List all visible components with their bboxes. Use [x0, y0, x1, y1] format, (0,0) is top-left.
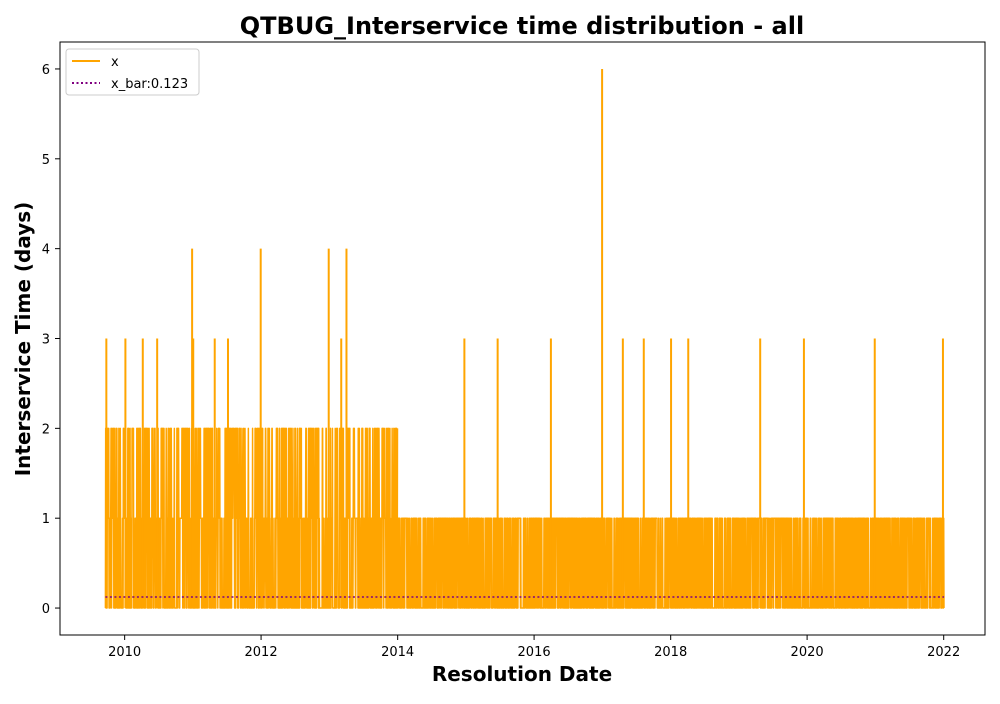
legend-label-x: x: [111, 55, 119, 70]
x-tick-label: 2016: [518, 645, 551, 660]
x-axis: 2010 2012 2014 2016 2018 2020 2022: [108, 635, 960, 660]
x-tick-label: 2020: [791, 645, 824, 660]
y-axis-label: Interservice Time (days): [11, 202, 35, 477]
y-tick-label: 5: [42, 153, 50, 168]
chart-title: QTBUG_Interservice time distribution - a…: [240, 12, 804, 40]
y-tick-label: 3: [42, 333, 50, 348]
y-tick-label: 0: [42, 602, 50, 617]
x-tick-label: 2014: [381, 645, 414, 660]
x-axis-label: Resolution Date: [432, 662, 612, 686]
x-tick-label: 2018: [654, 645, 687, 660]
plot-area: [104, 68, 945, 609]
y-tick-label: 4: [42, 243, 50, 258]
x-tick-label: 2012: [245, 645, 278, 660]
x-tick-label: 2022: [927, 645, 960, 660]
series-x-line: [104, 427, 945, 609]
y-tick-label: 2: [42, 422, 50, 437]
legend-label-x-bar: x_bar:0.123: [111, 77, 188, 92]
y-tick-label: 6: [42, 63, 50, 78]
y-axis: 0 1 2 3 4 5 6: [42, 63, 60, 617]
legend: x x_bar:0.123: [65, 48, 200, 96]
x-tick-label: 2010: [108, 645, 141, 660]
y-tick-label: 1: [42, 512, 50, 527]
